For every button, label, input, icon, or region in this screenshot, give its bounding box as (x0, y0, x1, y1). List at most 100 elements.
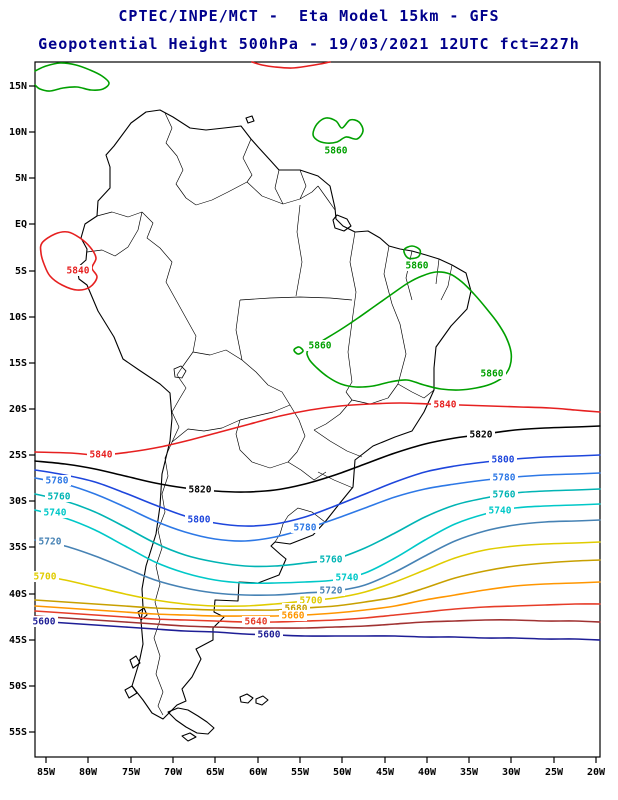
lon-tick-label: 75W (122, 767, 141, 778)
lon-tick-label: 45W (376, 767, 395, 778)
border-line-6 (96, 211, 143, 218)
border-line-16 (287, 461, 327, 481)
contour-label: 5740 (336, 573, 359, 584)
border-line-1 (195, 181, 248, 206)
contour-label-box (317, 585, 345, 596)
contour-label-box (279, 610, 307, 621)
lat-tick-label: 10S (9, 312, 27, 323)
contour-label: 5820 (189, 485, 212, 496)
lon-tick-label: 40W (418, 767, 437, 778)
border-line-15 (235, 419, 289, 469)
border-line-4 (299, 169, 307, 200)
coastline-fjord-island-1 (129, 655, 141, 669)
chart-title-line1: CPTEC/INPE/MCT - Eta Model 15km - GFS (118, 7, 500, 25)
contour-label-box (30, 616, 58, 627)
contour-label: 5640 (245, 617, 268, 628)
border-line-26 (391, 303, 407, 385)
lat-tick-label: 35S (9, 542, 27, 553)
contour-line-5620-18 (34, 615, 601, 629)
contour-label: 5860 (481, 369, 504, 380)
coastline-trinidad (245, 115, 255, 124)
border-line-21 (349, 231, 357, 323)
lon-tick-label: 55W (291, 767, 310, 778)
contour-label-box (41, 507, 69, 518)
contour-label-box (317, 554, 345, 565)
coastline-tdf-south-island (181, 732, 197, 742)
contour-label: 5720 (320, 586, 343, 597)
lat-tick-label: 5S (15, 266, 27, 277)
lon-tick-label: 80W (79, 767, 98, 778)
contour-label: 5860 (309, 341, 332, 352)
contour-line-5860-3 (306, 271, 513, 391)
lat-tick-label: 10N (9, 127, 27, 138)
contour-label: 5860 (325, 146, 348, 157)
contour-label: 5840 (434, 400, 457, 411)
lon-tick-label: 50W (333, 767, 352, 778)
contour-label-box (467, 429, 495, 440)
contour-label: 5760 (493, 490, 516, 501)
lon-tick-label: 60W (249, 767, 268, 778)
contour-label: 5760 (48, 492, 71, 503)
border-line-25 (239, 296, 353, 301)
border-line-12 (239, 404, 291, 421)
contour-label-box (291, 522, 319, 533)
contour-label: 5600 (258, 630, 281, 641)
border-line-34 (317, 185, 336, 211)
contour-label-box (333, 572, 361, 583)
lat-tick-label: 20S (9, 404, 27, 415)
contour-label-box (322, 145, 350, 156)
contour-label: 5780 (493, 473, 516, 484)
contour-label: 5780 (294, 523, 317, 534)
border-line-0 (164, 112, 197, 206)
lon-tick-label: 85W (37, 767, 56, 778)
contour-label-box (431, 399, 459, 410)
contour-label-box (486, 505, 514, 516)
contour-label-box (282, 603, 310, 614)
border-line-18 (274, 523, 284, 543)
contour-line-5840-6 (251, 61, 331, 69)
contour-label: 5800 (188, 515, 211, 526)
border-line-13 (171, 419, 241, 443)
contour-line-5640-17 (34, 603, 601, 623)
border-line-20 (295, 204, 303, 297)
lat-tick-label: 5N (15, 173, 27, 184)
contour-line-5840-5 (39, 230, 98, 291)
coastline-fjord-island-2 (124, 685, 138, 699)
contour-label: 5680 (285, 604, 308, 615)
border-line-11 (192, 349, 291, 406)
contour-line-5860-0 (34, 62, 110, 92)
contour-label-box (297, 595, 325, 606)
lon-tick-label: 20W (587, 767, 606, 778)
border-line-22 (383, 245, 393, 305)
lat-tick-label: 40S (9, 589, 27, 600)
contour-label-box (43, 475, 71, 486)
border-line-2 (242, 138, 253, 183)
coastline-falkland-east (255, 695, 269, 706)
contour-label-box (36, 536, 64, 547)
lon-tick-label: 70W (164, 767, 183, 778)
lat-tick-label: EQ (15, 219, 27, 230)
contour-label-box (45, 491, 73, 502)
lat-tick-label: 55S (9, 727, 27, 738)
contour-label: 5740 (489, 506, 512, 517)
border-line-7 (141, 211, 197, 353)
contour-label-box (87, 449, 115, 460)
lat-tick-label: 25S (9, 450, 27, 461)
border-line-19 (153, 441, 173, 716)
border-line-32 (317, 471, 354, 489)
contour-label-box (490, 489, 518, 500)
contour-label-box (306, 340, 334, 351)
border-line-17 (282, 507, 326, 525)
contour-label: 5860 (406, 261, 429, 272)
contour-label: 5760 (320, 555, 343, 566)
contour-line-5860-2 (403, 245, 422, 260)
contour-label-box (490, 472, 518, 483)
contour-label-box (255, 629, 283, 640)
contour-label: 5740 (44, 508, 67, 519)
contour-label: 5600 (33, 617, 56, 628)
contour-line-5660-16 (34, 581, 601, 617)
border-line-31 (313, 429, 363, 458)
lat-tick-label: 45S (9, 635, 27, 646)
contour-label: 5840 (90, 450, 113, 461)
